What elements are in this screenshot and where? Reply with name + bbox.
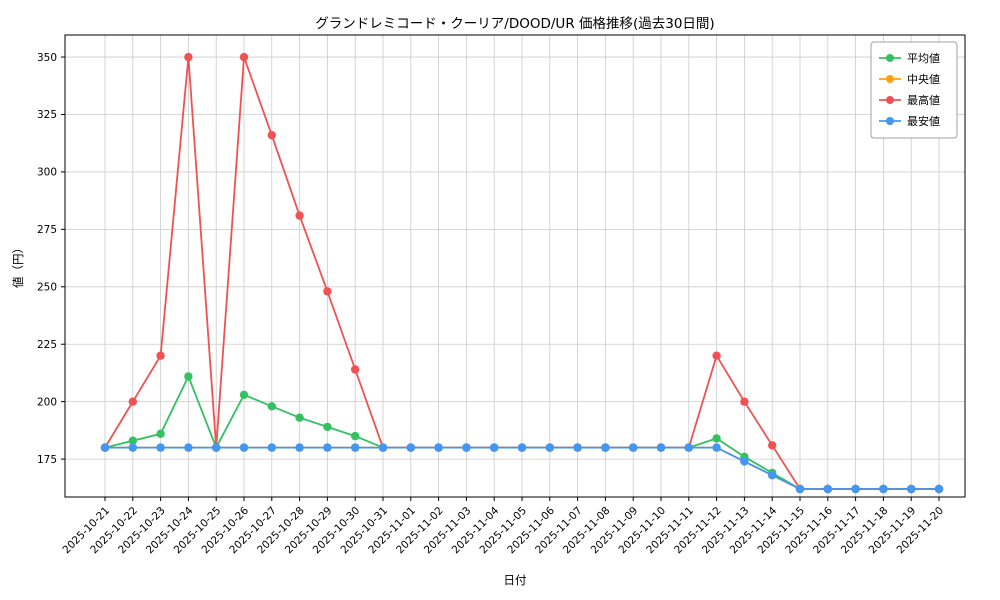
marker-max	[128, 397, 137, 406]
marker-max	[267, 131, 276, 140]
marker-max	[295, 211, 304, 220]
marker-min	[517, 443, 527, 452]
marker-avg	[156, 429, 165, 438]
svg-text:200: 200	[37, 396, 57, 408]
marker-min	[712, 443, 721, 452]
marker-min	[295, 443, 304, 452]
marker-avg	[184, 372, 193, 381]
marker-avg	[712, 434, 721, 443]
plot-frame	[64, 34, 966, 498]
marker-min	[267, 443, 276, 452]
marker-min	[573, 443, 582, 452]
marker-avg	[351, 431, 360, 441]
marker-max	[740, 397, 749, 406]
marker-max	[768, 441, 777, 450]
marker-min	[462, 443, 471, 452]
svg-text:325: 325	[37, 109, 57, 121]
marker-min	[434, 443, 443, 452]
marker-min	[100, 443, 110, 452]
svg-text:300: 300	[37, 167, 57, 179]
marker-min	[545, 443, 554, 452]
marker-min	[406, 443, 415, 452]
svg-text:275: 275	[37, 224, 57, 236]
grid-lines	[65, 35, 965, 497]
legend-label-max: 最高値	[907, 93, 940, 107]
series-min	[100, 443, 944, 494]
svg-text:250: 250	[37, 281, 57, 293]
marker-max	[323, 287, 332, 296]
x-axis-label: 日付	[503, 573, 527, 587]
marker-min	[768, 471, 777, 480]
marker-min	[351, 443, 360, 452]
marker-min	[601, 443, 610, 452]
legend-label-min: 最安値	[907, 114, 940, 128]
marker-min	[740, 457, 749, 466]
legend-marker-median	[886, 75, 894, 83]
marker-min	[629, 443, 638, 452]
marker-max	[712, 351, 721, 360]
legend-label-median: 中央値	[907, 73, 940, 86]
marker-min	[851, 484, 860, 494]
legend-marker-avg	[886, 54, 894, 62]
marker-min	[934, 484, 944, 494]
marker-min	[490, 443, 499, 452]
marker-min	[823, 484, 832, 494]
marker-min	[684, 443, 693, 452]
svg-text:350: 350	[37, 52, 57, 64]
marker-min	[212, 443, 221, 452]
y-tick-labels: 175 200 225 250 275 300 325 350	[37, 52, 65, 466]
svg-text:225: 225	[37, 339, 57, 351]
marker-min	[128, 443, 137, 452]
marker-min	[184, 443, 193, 452]
marker-min	[239, 443, 249, 452]
marker-max	[351, 365, 360, 374]
y-axis-label: 値（円）	[11, 242, 25, 288]
marker-max	[184, 52, 193, 62]
marker-avg	[128, 436, 137, 445]
marker-min	[907, 484, 916, 494]
marker-avg	[239, 390, 249, 399]
marker-avg	[323, 422, 332, 432]
marker-min	[323, 443, 332, 452]
x-tick-labels: 2025-10-212025-10-222025-10-232025-10-24…	[60, 497, 946, 556]
marker-min	[656, 443, 666, 452]
marker-min	[795, 484, 805, 494]
marker-min	[879, 484, 888, 494]
marker-min	[378, 443, 388, 452]
chart-title: グランドレミコード・クーリア/DOOD/UR 価格推移(過去30日間)	[315, 16, 715, 32]
legend-box	[870, 41, 958, 139]
legend-label-avg: 平均値	[907, 52, 940, 65]
legend-marker-max	[886, 96, 894, 104]
marker-max	[156, 351, 165, 360]
marker-avg	[267, 402, 276, 411]
marker-max	[239, 52, 249, 62]
marker-min	[156, 443, 165, 452]
svg-text:175: 175	[37, 454, 57, 466]
marker-avg	[295, 413, 304, 422]
legend-marker-min	[886, 117, 894, 125]
